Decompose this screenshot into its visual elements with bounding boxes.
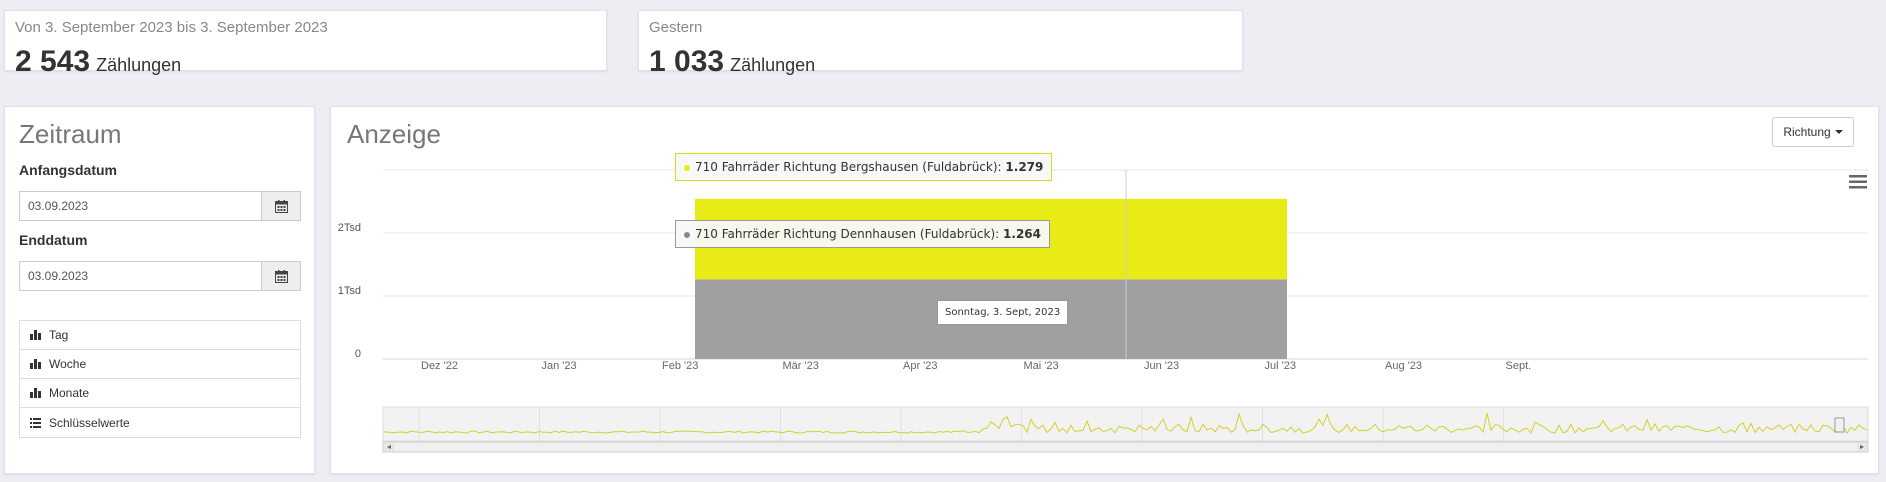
end-date-input[interactable]	[19, 261, 261, 291]
series-dot-icon	[684, 231, 690, 238]
end-date-label: Enddatum	[19, 232, 88, 248]
interval-list: Tag Woche Monate Schlüsselwerte	[19, 320, 301, 438]
direction-button-label: Richtung	[1783, 125, 1831, 139]
option-schluesselwerte[interactable]: Schlüsselwerte	[20, 408, 300, 437]
end-calendar-button[interactable]	[261, 261, 301, 291]
chevron-down-icon	[1834, 130, 1843, 134]
bar-chart-icon	[30, 330, 44, 340]
navigator-label: Mär '23	[782, 360, 819, 372]
navigator-label: Apr '23	[903, 360, 938, 372]
stat-card-range: Von 3. September 2023 bis 3. September 2…	[4, 10, 607, 78]
option-woche[interactable]: Woche	[20, 350, 300, 379]
stat-yesterday-unit: Zählungen	[730, 55, 816, 75]
calendar-icon	[274, 199, 288, 213]
start-date-group	[19, 191, 301, 221]
tooltip-bergshausen: 710 Fahrräder Richtung Bergshausen (Fuld…	[675, 153, 1053, 181]
navigator-label: Sept.	[1505, 360, 1532, 372]
stat-yesterday-label: Gestern	[649, 19, 703, 36]
bar-chart-icon	[30, 359, 44, 369]
date-tooltip: Sonntag, 3. Sept, 2023	[937, 300, 1069, 325]
stat-yesterday-value: 1 033 Zählungen	[649, 45, 816, 78]
menu-icon[interactable]	[1849, 175, 1867, 189]
start-date-input[interactable]	[19, 191, 261, 221]
end-date-group	[19, 261, 301, 291]
start-date-label: Anfangsdatum	[19, 162, 117, 178]
y-tick-label: 0	[354, 348, 361, 360]
stat-range-label: Von 3. September 2023 bis 3. September 2…	[15, 19, 328, 36]
navigator-label: Feb '23	[662, 360, 699, 372]
series-dot-icon	[684, 164, 690, 171]
calendar-icon	[274, 269, 288, 283]
option-woche-label: Woche	[49, 357, 87, 371]
navigator-label: Aug '23	[1385, 360, 1422, 372]
start-calendar-button[interactable]	[261, 191, 301, 221]
navigator-grid	[418, 407, 1504, 441]
y-tick-label: 1Tsd	[337, 285, 361, 297]
main-chart[interactable]	[331, 107, 1880, 475]
option-schluesselwerte-label: Schlüsselwerte	[49, 415, 130, 430]
navigator-label: Mai '23	[1023, 360, 1059, 372]
option-monate-label: Monate	[49, 386, 90, 400]
anzeige-title: Anzeige	[347, 119, 441, 149]
navigator-background	[382, 406, 1869, 442]
zeitraum-title: Zeitraum	[19, 119, 122, 149]
anzeige-panel: Anzeige Richtung 2Tsd 1Tsd 0 Dez '22 Jan …	[330, 106, 1879, 474]
navigator-label: Jan '23	[541, 360, 577, 372]
navigator-label: Jul '23	[1264, 360, 1296, 372]
list-icon	[30, 417, 44, 428]
navigator-label: Jun '23	[1144, 360, 1180, 372]
direction-dropdown-button[interactable]: Richtung	[1772, 117, 1854, 147]
zeitraum-panel: Zeitraum Anfangsdatum Enddatum Tag Woche…	[4, 106, 315, 474]
navigator-label: Dez '22	[421, 360, 458, 372]
option-tag[interactable]: Tag	[20, 321, 300, 350]
y-tick-label: 2Tsd	[337, 222, 361, 234]
option-monate[interactable]: Monate	[20, 379, 300, 408]
arrow-left-icon	[387, 445, 391, 449]
arrow-right-icon	[1860, 445, 1864, 449]
stat-card-yesterday: Gestern 1 033 Zählungen	[638, 10, 1243, 78]
navigator-scrollbar	[382, 441, 1869, 453]
bar-chart-icon	[30, 388, 44, 398]
navigator-series-line	[382, 412, 1868, 434]
tooltip-dennhausen: 710 Fahrräder Richtung Dennhausen (Fulda…	[675, 220, 1050, 248]
stat-range-value: 2 543 Zählungen	[15, 45, 182, 78]
option-tag-label: Tag	[49, 328, 69, 342]
navigator-handle	[1834, 417, 1845, 433]
stat-range-unit: Zählungen	[96, 55, 182, 75]
